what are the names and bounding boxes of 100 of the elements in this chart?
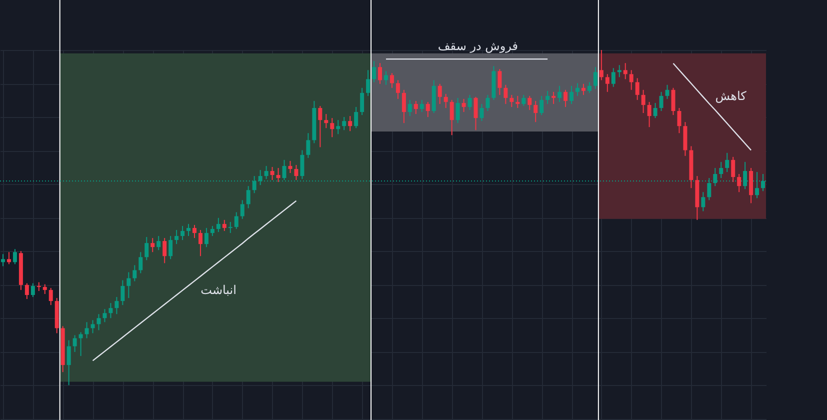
candlestick — [120, 280, 125, 306]
candlestick — [534, 100, 538, 123]
candlestick — [174, 229, 179, 245]
candlestick — [396, 80, 400, 100]
candlestick — [677, 107, 682, 134]
candlestick — [162, 238, 167, 264]
candlestick — [426, 101, 430, 118]
candlestick — [647, 101, 652, 128]
candlestick — [701, 192, 706, 212]
candlestick — [294, 164, 298, 181]
candlestick — [222, 219, 226, 232]
candlestick — [204, 227, 208, 248]
band-label: فروش در سقف — [438, 39, 518, 54]
candlestick — [558, 85, 562, 102]
candlestick — [564, 89, 568, 108]
candlestick — [510, 94, 514, 108]
candlestick — [240, 200, 244, 220]
candlestick — [42, 284, 47, 294]
candlestick — [246, 186, 250, 209]
candlestick — [599, 50, 604, 81]
candlestick — [276, 167, 280, 183]
candlestick — [593, 66, 598, 90]
candlestick — [300, 150, 304, 180]
candlestick — [474, 96, 478, 131]
candlestick — [102, 308, 107, 323]
candlestick — [366, 70, 370, 96]
candlestick — [659, 91, 664, 112]
candlestick — [390, 72, 394, 88]
candlestick — [132, 264, 137, 282]
candlestick — [144, 236, 149, 261]
candlestick — [348, 116, 352, 132]
candlestick — [629, 70, 634, 90]
candlestick — [444, 93, 448, 108]
candlestick — [528, 95, 532, 110]
candlestick — [138, 252, 143, 274]
candlestick — [587, 82, 592, 94]
candlestick — [617, 64, 622, 78]
candlestick — [180, 225, 185, 241]
candlestick — [78, 332, 83, 356]
candlestick — [30, 282, 35, 298]
candlestick — [605, 74, 610, 92]
candlestick — [575, 82, 580, 96]
band-label: کاهش — [715, 88, 747, 103]
candlestick — [234, 212, 238, 230]
candlestick — [198, 229, 202, 257]
candlestick — [486, 94, 490, 112]
candlestick — [522, 94, 526, 106]
candlestick — [408, 99, 412, 117]
candlestick — [540, 95, 544, 116]
candlestick — [186, 223, 191, 237]
candlestick — [450, 99, 454, 136]
candlestick — [611, 68, 616, 88]
candlestick — [216, 217, 220, 232]
candlestick — [378, 62, 382, 84]
candlestick — [737, 174, 742, 193]
candlestick — [324, 114, 328, 129]
candlestick — [330, 118, 334, 138]
candlestick — [354, 106, 358, 129]
candlestick — [156, 236, 161, 251]
candlestick — [462, 98, 466, 112]
candlestick — [372, 60, 376, 83]
candlestick — [498, 68, 502, 96]
candlestick — [438, 83, 442, 104]
band-label: انباشت — [200, 282, 236, 297]
candlestick — [725, 152, 730, 172]
candlestick — [96, 314, 101, 331]
candlestick — [84, 322, 89, 339]
candlestick — [731, 156, 736, 183]
candlestick — [456, 97, 460, 124]
candlestick — [671, 87, 676, 116]
candlestick — [719, 161, 724, 179]
candlestick — [210, 225, 214, 237]
candlestick — [306, 132, 310, 158]
candlestick — [516, 95, 520, 108]
candlestick — [318, 105, 322, 148]
candlestick — [150, 238, 155, 253]
candlestick — [570, 85, 574, 104]
candlestick — [24, 282, 29, 300]
candlestick — [48, 287, 53, 306]
candlestick — [114, 296, 119, 315]
candlestick — [623, 62, 628, 80]
candlestick — [270, 166, 274, 181]
candlestick — [480, 103, 484, 122]
candlestick — [635, 78, 640, 100]
candlestick — [72, 334, 77, 352]
candlestick — [126, 272, 131, 299]
candlestick — [360, 87, 364, 116]
candlestick — [504, 84, 508, 104]
candlestick — [192, 224, 196, 239]
candlestick — [342, 116, 346, 131]
candlestick — [0, 254, 5, 267]
candlestick — [288, 160, 292, 174]
candlestick — [282, 159, 286, 181]
candlestick — [581, 83, 586, 96]
candlestick — [468, 94, 472, 110]
candlestick — [546, 90, 550, 104]
candlestick — [414, 100, 418, 115]
candlestick — [336, 120, 340, 135]
candlestick — [264, 165, 268, 180]
candlestick — [108, 302, 113, 319]
